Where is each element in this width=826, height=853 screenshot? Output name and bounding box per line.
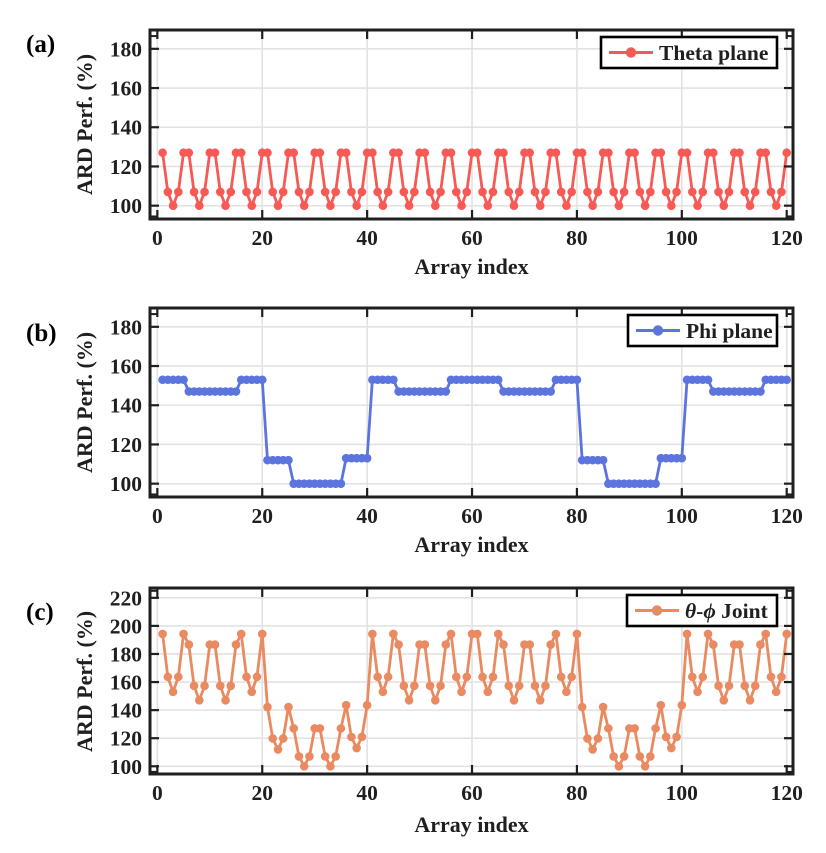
svg-text:160: 160: [110, 77, 142, 101]
y-tick-labels: 100 120 140 160 180: [110, 315, 142, 496]
svg-text:180: 180: [110, 315, 142, 339]
x-tick-labels: 0 20 40 60 80 100 120: [152, 504, 803, 528]
axis-ticks: [151, 589, 792, 773]
svg-text:20: 20: [251, 781, 273, 805]
svg-text:20: 20: [251, 226, 273, 250]
plot-border: [148, 28, 795, 221]
x-axis-label-b: Array index: [414, 532, 529, 557]
y-axis-label-b: ARD Perf. (%): [72, 331, 97, 474]
svg-text:160: 160: [110, 671, 142, 695]
svg-text:180: 180: [110, 37, 142, 61]
svg-text:120: 120: [771, 226, 803, 250]
svg-text:180: 180: [110, 642, 142, 666]
legend-label: θ-ϕ Joint: [685, 599, 769, 623]
series-markers: [158, 629, 792, 771]
series-markers: [158, 148, 792, 210]
legend: Theta plane: [599, 35, 779, 70]
legend-box: [626, 313, 779, 348]
svg-text:20: 20: [251, 504, 273, 528]
svg-text:40: 40: [356, 226, 378, 250]
y-axis-label-c: ARD Perf. (%): [72, 610, 97, 752]
x-tick-labels: 0 20 40 60 80 100 120: [152, 226, 803, 250]
svg-text:140: 140: [110, 394, 142, 418]
axis-ticks: [151, 31, 792, 218]
series-markers: [158, 375, 792, 488]
svg-text:100: 100: [110, 194, 142, 218]
y-tick-labels: 100 120 140 160 180: [110, 37, 142, 218]
x-tick-labels: 0 20 40 60 80 100 120: [152, 781, 803, 805]
svg-text:80: 80: [566, 504, 588, 528]
x-axis-label-c: Array index: [414, 812, 529, 837]
panel-label-b: (b): [26, 320, 57, 347]
legend-marker-sample: [625, 47, 637, 58]
svg-text:160: 160: [110, 355, 142, 379]
svg-text:100: 100: [110, 472, 142, 496]
svg-text:120: 120: [771, 504, 803, 528]
svg-text:60: 60: [461, 504, 483, 528]
legend-label: Phi plane: [686, 319, 773, 343]
svg-text:100: 100: [666, 781, 698, 805]
legend-marker-sample: [652, 325, 664, 336]
svg-text:200: 200: [110, 614, 142, 638]
svg-text:140: 140: [110, 116, 142, 140]
svg-text:60: 60: [461, 226, 483, 250]
axis-ticks: [151, 309, 792, 496]
legend: θ-ϕ Joint: [625, 593, 779, 628]
svg-text:0: 0: [152, 226, 163, 250]
gridlines: [151, 309, 792, 496]
svg-text:120: 120: [110, 433, 142, 457]
svg-text:120: 120: [110, 155, 142, 179]
svg-text:80: 80: [566, 226, 588, 250]
svg-text:220: 220: [110, 586, 142, 610]
y-axis-label-a: ARD Perf. (%): [72, 53, 97, 196]
y-tick-labels: 100 120 140 160 180 200 220: [110, 586, 142, 778]
svg-text:40: 40: [356, 781, 378, 805]
svg-text:0: 0: [152, 504, 163, 528]
panel-label-a: (a): [26, 31, 56, 58]
svg-text:40: 40: [356, 504, 378, 528]
svg-text:100: 100: [110, 755, 142, 779]
panel-a: 0 20 40 60 80 100 120 100 120 140 160 180 Theta plan…: [110, 28, 803, 250]
legend-label: Theta plane: [659, 41, 768, 65]
panel-label-c: (c): [26, 599, 54, 626]
svg-text:80: 80: [566, 781, 588, 805]
svg-text:140: 140: [110, 699, 142, 723]
legend-marker-sample: [651, 605, 663, 616]
panel-c: 0 20 40 60 80 100 120 100 120 140 160 180 200 220 θ-ϕ …: [110, 586, 803, 805]
x-axis-label-a: Array index: [414, 254, 529, 279]
svg-text:60: 60: [461, 781, 483, 805]
svg-text:120: 120: [110, 727, 142, 751]
svg-text:0: 0: [152, 781, 163, 805]
legend: Phi plane: [626, 313, 779, 348]
panel-b: 0 20 40 60 80 100 120 100 120 140 160 180 Phi plane: [110, 306, 803, 528]
svg-text:100: 100: [666, 226, 698, 250]
svg-text:100: 100: [666, 504, 698, 528]
series-line: [161, 151, 789, 208]
series-line: [161, 378, 789, 486]
plot-border: [148, 586, 795, 776]
svg-text:120: 120: [771, 781, 803, 805]
plot-border: [148, 306, 795, 499]
